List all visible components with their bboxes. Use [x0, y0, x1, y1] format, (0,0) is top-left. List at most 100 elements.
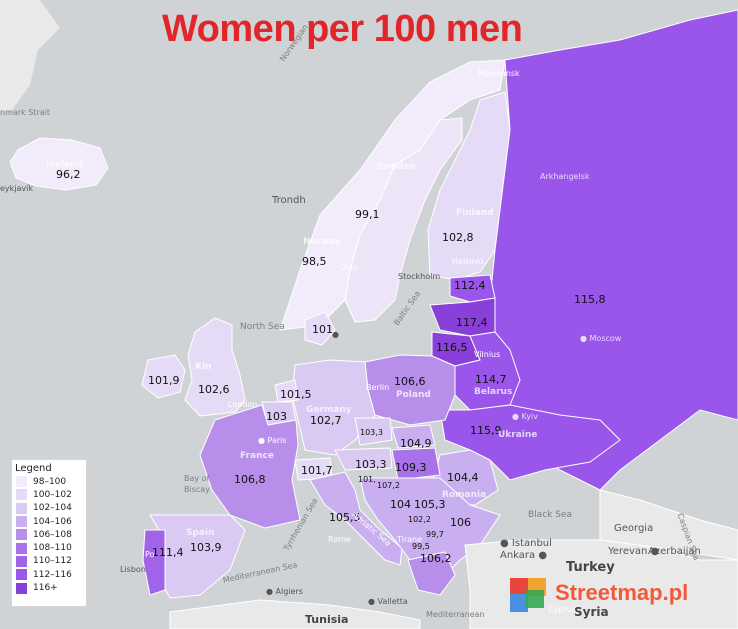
value-label-italy: 105,5	[329, 511, 361, 524]
legend-label: 102–104	[33, 503, 72, 514]
place-ankara: Ankara ●	[500, 550, 548, 561]
value-label-estonia: 112,4	[454, 279, 486, 292]
place-oslo: Oslo	[340, 263, 358, 272]
country-label-ukraine: Ukraine	[498, 430, 538, 440]
value-label-switzerland: 101,7	[301, 464, 333, 477]
greenland-shape	[0, 0, 60, 112]
country-label-romania: Romania	[442, 490, 487, 500]
country-label-belarus: Belarus	[474, 387, 513, 397]
place-copenhagen: ●	[332, 330, 339, 339]
legend-label: 108–110	[33, 543, 72, 554]
place-yerevan: Yerevan ●	[608, 546, 660, 557]
value-label-finland: 102,8	[442, 231, 474, 244]
country-label-norway: Norway	[303, 237, 342, 247]
legend-row: 112–116	[12, 568, 86, 581]
country-label-iceland: Iceland	[46, 160, 83, 170]
sea-north-sea: North Sea	[240, 322, 285, 332]
value-label-moldova: 104,4	[447, 471, 479, 484]
value-label-greece: 106,2	[420, 552, 452, 565]
value-label-uk: 102,6	[198, 383, 230, 396]
legend-swatch	[16, 529, 27, 541]
country-label-poland: Poland	[396, 390, 431, 400]
place-berlin: Berlin	[366, 383, 390, 392]
legend-swatch	[16, 489, 27, 501]
place-kyiv: ● Kyiv	[512, 412, 538, 421]
place-syria: Syria	[574, 605, 609, 619]
value-label-albania: 99,5	[412, 542, 430, 551]
sea-denmark-strait: nmark Strait	[0, 108, 50, 117]
italy-shape	[309, 471, 403, 566]
place-paris: ● Paris	[258, 436, 287, 445]
place-london: London	[228, 400, 258, 409]
value-label-kosovo: 99,7	[426, 530, 444, 539]
value-label-slovakia: 104,9	[400, 437, 432, 450]
place-azerbaijan: Azerbaijan	[648, 546, 701, 557]
value-label-latvia: 117,4	[456, 316, 488, 329]
legend-label: 112–116	[33, 569, 72, 580]
value-label-sweden: 99,1	[355, 208, 380, 221]
place-trondheim: Trondh	[272, 195, 306, 206]
place-reykjavik: eykjavík	[0, 184, 34, 193]
value-label-ireland: 101,9	[148, 374, 180, 387]
legend-title: Legend	[15, 463, 52, 474]
finland-shape	[427, 91, 511, 281]
legend-label: 104–106	[33, 516, 72, 527]
value-label-romania-bulgaria: 106	[450, 516, 471, 529]
value-label-poland: 106,6	[394, 375, 426, 388]
legend-label: 106–108	[33, 529, 72, 540]
country-label-spain: Spain	[186, 528, 215, 538]
place-portugal-label: Po	[145, 550, 155, 559]
slovakia-shape	[391, 424, 436, 449]
legend-swatch	[16, 502, 27, 514]
russia-shape	[489, 9, 738, 491]
value-label-ukraine: 115,9	[470, 424, 502, 437]
france-shape	[199, 404, 301, 529]
sea-mediterranean-2: Mediterranean	[426, 610, 485, 619]
legend-row: 108–110	[12, 541, 86, 554]
ireland-shape	[141, 354, 186, 399]
legend-row: 116+	[12, 581, 86, 594]
country-label-finland: Finland	[456, 208, 494, 218]
legend-row: 104–106	[12, 515, 86, 528]
sea-bay-of-biscay-2: Biscay	[184, 485, 210, 494]
legend-swatch	[16, 555, 27, 567]
place-georgia: Georgia	[614, 523, 654, 534]
place-rome: Rome	[328, 535, 351, 544]
value-label-lithuania: 116,5	[436, 341, 468, 354]
place-arkhangelsk: Arkhangelsk	[540, 172, 590, 181]
map-title: Women per 100 men	[162, 8, 523, 50]
legend-label: 100–102	[33, 489, 72, 500]
place-moscow: ● Moscow	[580, 334, 622, 343]
streetmap-logo[interactable]: Streetmap.pl	[508, 576, 688, 621]
value-label-serbia: 105,3	[414, 498, 446, 511]
map-legend: Legend 98–100 100–102 102–104 104–106 10…	[11, 459, 87, 607]
place-istanbul: ● Istanbul	[500, 538, 552, 549]
value-label-iceland: 96,2	[56, 168, 81, 181]
denmark-shape	[304, 311, 336, 346]
country-label-sweden: Sweden	[376, 162, 416, 172]
czechia-shape	[354, 417, 393, 446]
legend-label: 110–112	[33, 556, 72, 567]
streetmap-logo-icon	[510, 578, 546, 612]
value-label-hungary: 109,3	[395, 461, 427, 474]
country-label-germany: Germany	[306, 405, 352, 415]
legend-swatch	[16, 542, 27, 554]
value-label-belarus: 114,7	[475, 373, 507, 386]
value-label-austria: 103,3	[355, 458, 387, 471]
legend-swatch	[16, 476, 27, 488]
legend-swatch	[16, 516, 27, 528]
legend-row: 100–102	[12, 488, 86, 501]
place-murmansk: Murmansk	[478, 69, 520, 78]
value-label-norway: 98,5	[302, 255, 327, 268]
legend-row: 106–108	[12, 528, 86, 541]
place-stockholm: Stockholm	[398, 272, 441, 281]
value-label-france: 106,8	[234, 473, 266, 486]
value-label-portugal: 111,4	[152, 546, 184, 559]
legend-row: 98–100	[12, 475, 86, 488]
greece-shape	[407, 551, 456, 596]
value-label-denmark: 101	[312, 323, 333, 336]
streetmap-logo-text: Streetmap.pl	[555, 580, 689, 605]
place-turkey: Turkey	[566, 560, 615, 575]
iceland-shape	[9, 137, 109, 191]
